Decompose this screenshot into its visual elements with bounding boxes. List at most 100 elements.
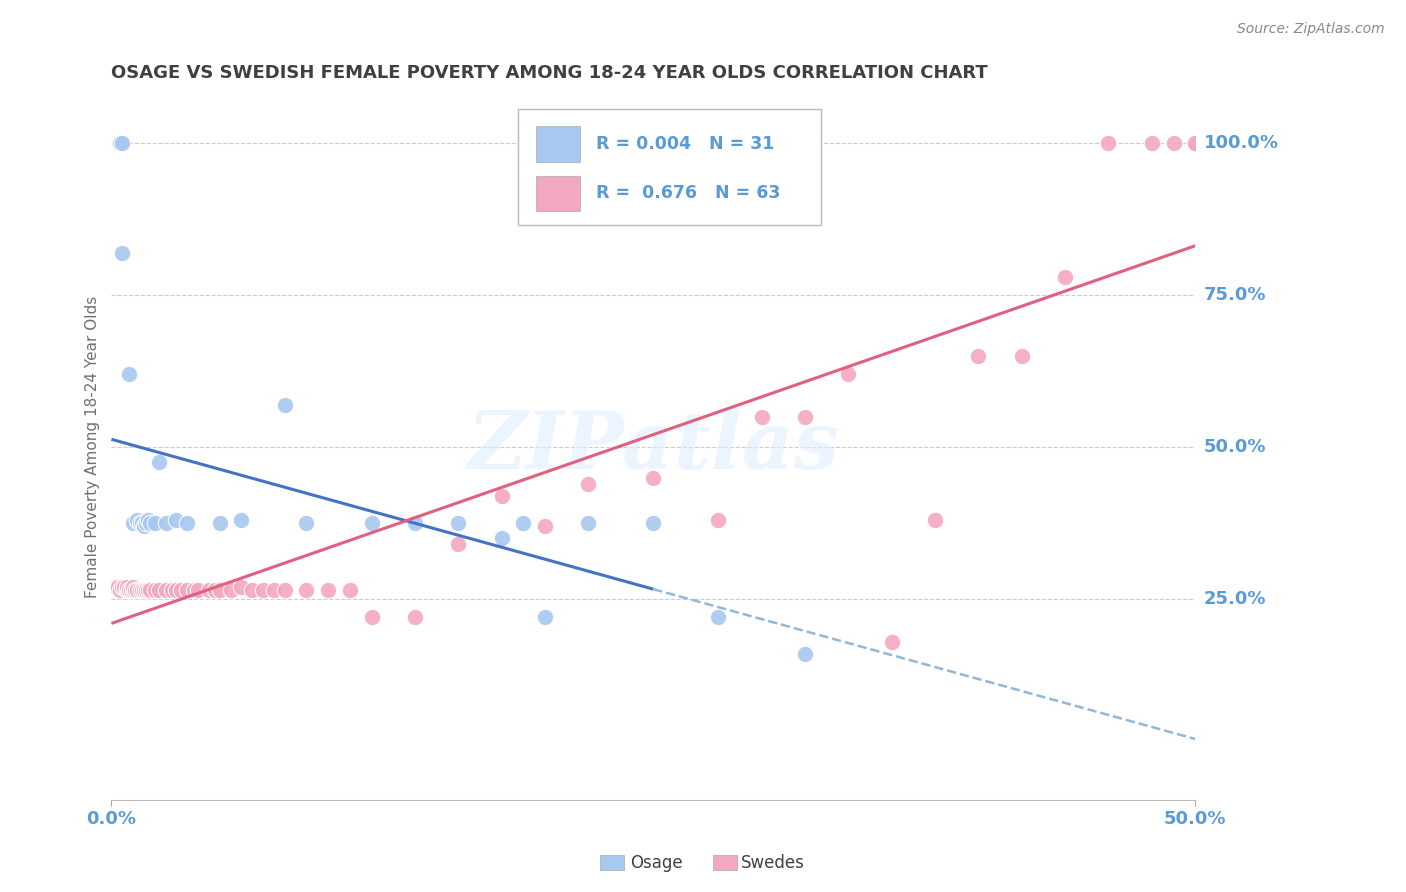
Point [707,513,730,527]
Point [1054,270,1077,285]
Point [165,582,187,597]
Point [295,516,318,530]
Point [263,582,285,597]
Point [132,582,155,597]
Point [122,580,145,594]
Point [491,531,513,545]
Point [794,409,817,424]
Point [404,516,426,530]
Point [208,516,231,530]
Point [208,582,231,597]
Y-axis label: Female Poverty Among 18-24 Year Olds: Female Poverty Among 18-24 Year Olds [86,296,100,599]
Text: R =  0.676   N = 63: R = 0.676 N = 63 [596,185,780,202]
Point [751,409,773,424]
Point [1184,136,1206,151]
Point [707,610,730,624]
Point [837,368,859,382]
Text: 75.0%: 75.0% [1204,286,1265,304]
Point [231,580,253,594]
Point [1097,136,1119,151]
Point [132,519,155,533]
Point [534,610,557,624]
Point [240,582,263,597]
Text: Source: ZipAtlas.com: Source: ZipAtlas.com [1237,22,1385,37]
Point [967,349,990,363]
FancyBboxPatch shape [517,109,821,225]
Text: R = 0.004   N = 31: R = 0.004 N = 31 [596,135,775,153]
Point [108,136,131,151]
Point [136,582,159,597]
Point [131,582,153,597]
FancyBboxPatch shape [536,176,579,211]
Point [924,513,946,527]
Point [204,582,226,597]
Point [104,580,127,594]
Point [295,582,318,597]
Point [880,634,903,648]
Point [122,516,145,530]
Point [155,516,177,530]
Point [107,580,129,594]
Point [112,580,135,594]
Point [115,580,138,594]
Point [252,582,274,597]
Point [160,582,183,597]
Point [1011,349,1033,363]
Point [120,582,142,597]
Point [139,582,162,597]
Point [118,582,141,597]
Point [576,476,599,491]
Text: OSAGE VS SWEDISH FEMALE POVERTY AMONG 18-24 YEAR OLDS CORRELATION CHART: OSAGE VS SWEDISH FEMALE POVERTY AMONG 18… [111,64,988,82]
Text: Osage: Osage [630,855,682,872]
Text: Swedes: Swedes [741,855,804,872]
Point [127,513,149,527]
Point [111,245,134,260]
Point [128,582,150,597]
Text: 50.0%: 50.0% [1204,438,1265,456]
Point [187,582,209,597]
Point [360,610,382,624]
Point [118,368,141,382]
Point [139,516,162,530]
Point [643,470,665,484]
Point [128,516,150,530]
Point [794,647,817,661]
Point [231,513,253,527]
Point [135,516,157,530]
Point [576,516,599,530]
Text: 100.0%: 100.0% [1204,135,1278,153]
Point [274,582,297,597]
Point [404,610,426,624]
Point [118,582,141,597]
Point [124,582,146,597]
Point [122,582,145,597]
Point [127,582,149,597]
Point [131,516,153,530]
Point [111,136,134,151]
Point [1184,136,1206,151]
Point [339,582,361,597]
Point [534,519,557,533]
Point [108,582,131,597]
Point [148,455,170,469]
Point [136,513,159,527]
Point [165,513,187,527]
Point [111,580,134,594]
Point [316,582,339,597]
Point [1140,136,1163,151]
FancyBboxPatch shape [536,127,579,161]
Point [360,516,382,530]
Point [183,582,205,597]
Point [176,582,198,597]
Point [143,582,166,597]
Point [491,489,513,503]
Point [1184,136,1206,151]
Point [155,582,177,597]
Point [170,582,193,597]
Text: 25.0%: 25.0% [1204,590,1265,608]
Point [115,582,138,597]
Point [176,516,198,530]
Point [198,582,221,597]
Point [143,516,166,530]
Point [447,516,470,530]
